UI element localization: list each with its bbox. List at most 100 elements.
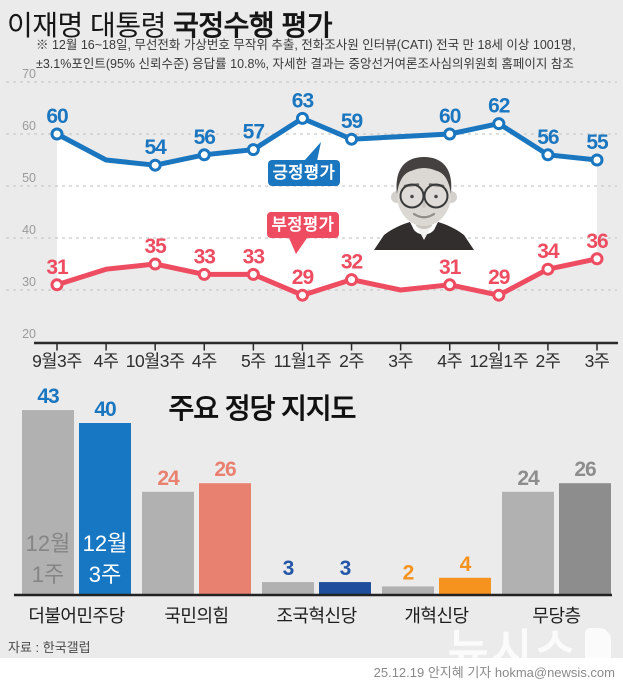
newsis-watermark-logo-shape <box>585 627 612 665</box>
bar <box>382 586 434 595</box>
legend-positive-callout: 긍정평가 <box>268 160 340 186</box>
survey-note: ※ 12월 16~18일, 무선전화 가상번호 무작위 추출, 전화조사원 인터… <box>36 36 576 73</box>
data-point-marker <box>148 158 162 172</box>
data-point-label: 35 <box>145 235 168 258</box>
data-point-marker <box>345 132 359 146</box>
bar-value-label: 3 <box>283 557 294 580</box>
x-axis-tick-label: 11월1주 <box>274 351 332 371</box>
data-point-marker <box>197 148 211 162</box>
y-axis-tick-label: 20 <box>22 327 36 341</box>
data-point-label: 32 <box>341 251 363 274</box>
data-point-marker <box>590 153 604 167</box>
bar-value-label: 24 <box>517 467 540 490</box>
bar-chart-title: 주요 정당 지지도 <box>169 393 356 424</box>
bar-value-label: 43 <box>37 385 59 408</box>
trend-line <box>54 115 600 168</box>
newsis-watermark-text: 뉴시스 <box>448 626 579 675</box>
bar-category-label: 조국혁신당 <box>276 606 356 626</box>
bar-period-label: 3주 <box>89 562 121 587</box>
bar-value-label: 3 <box>340 557 351 580</box>
data-point-marker <box>590 252 604 266</box>
data-point-label: 54 <box>145 136 168 159</box>
data-point-marker <box>246 143 260 157</box>
data-point-label: 34 <box>537 240 560 263</box>
portrait-glasses-bridge <box>422 192 426 195</box>
bar-category-label: 무당층 <box>532 606 580 626</box>
bottom-strip <box>0 658 623 682</box>
y-axis-tick-label: 70 <box>22 67 36 81</box>
y-axis-tick-label: 50 <box>22 171 36 185</box>
data-point-label: 36 <box>586 230 608 253</box>
line-chart-base-layer: 20 30 40 50 60 70 9월3주 4주 10월3주 4주 5주 11월1주 2주 3주 4주 12… <box>6 67 618 371</box>
bar <box>142 491 194 595</box>
bar <box>439 577 491 595</box>
x-axis-tick-label: 4주 <box>437 351 462 371</box>
y-axis-tick-label: 60 <box>22 119 36 133</box>
data-point-marker <box>345 273 359 287</box>
legend-negative-callout: 부정평가 <box>267 212 339 238</box>
data-point-label: 31 <box>439 256 462 279</box>
data-point-marker <box>492 117 506 131</box>
bar-category-label: 개혁신당 <box>404 606 468 626</box>
portrait-eye <box>410 194 414 199</box>
x-axis-tick-label: 3주 <box>585 351 610 371</box>
bar-value-label: 24 <box>157 467 180 490</box>
data-point-label: 60 <box>439 105 461 128</box>
x-axis-tick-label: 3주 <box>388 351 413 371</box>
trend-line <box>54 256 600 298</box>
data-point-label: 33 <box>194 245 216 268</box>
bar-value-label: 26 <box>214 458 236 481</box>
portrait-nose <box>422 200 426 208</box>
x-axis-tick-label: 2주 <box>339 351 364 371</box>
page-title-bold: 국정수행 평가 <box>173 10 332 41</box>
bar-period-label: 12월 <box>26 531 71 556</box>
data-point-label: 56 <box>194 126 216 149</box>
bar <box>262 582 314 595</box>
bar-period-label: 1주 <box>32 562 64 587</box>
portrait-eye <box>434 194 438 199</box>
data-point-marker <box>50 278 64 292</box>
positive-callout-tail <box>304 142 321 161</box>
bar <box>199 483 251 595</box>
data-point-label: 29 <box>488 266 510 289</box>
data-point-marker <box>295 288 309 302</box>
portrait-smile <box>412 212 436 219</box>
bar-value-label: 40 <box>94 398 116 421</box>
portrait-hair <box>396 157 452 194</box>
x-axis-tick-label: 10월3주 <box>126 351 185 371</box>
page-title-regular: 이재명 대통령 <box>7 10 174 41</box>
page-title: 이재명 대통령 국정수행 평가 <box>7 4 332 44</box>
x-axis-tick-label: 12월1주 <box>469 351 528 371</box>
bar-category-label: 더불어민주당 <box>28 606 124 626</box>
bar <box>22 410 74 595</box>
bar <box>559 483 611 595</box>
data-point-label: 57 <box>243 121 265 144</box>
data-point-label: 55 <box>586 131 609 154</box>
data-point-marker <box>443 127 457 141</box>
data-point-label: 60 <box>46 105 68 128</box>
bar-value-label: 26 <box>574 458 596 481</box>
president-portrait <box>374 157 474 250</box>
data-point-marker <box>541 148 555 162</box>
credit-line: 25.12.19 안지혜 기자 hokma@newsis.com <box>373 665 615 680</box>
data-point-label: 62 <box>488 95 510 118</box>
y-axis-tick-label: 40 <box>22 223 36 237</box>
data-point-label: 59 <box>341 110 363 133</box>
survey-note-line1: ※ 12월 16~18일, 무선전화 가상번호 무작위 추출, 전화조사원 인터… <box>36 38 576 52</box>
data-point-marker <box>148 257 162 271</box>
source-label: 자료 : 한국갤럽 <box>8 640 91 655</box>
bar <box>319 582 371 595</box>
x-axis-tick-label: 9월3주 <box>32 351 82 371</box>
data-point-label: 29 <box>292 266 314 289</box>
bar <box>502 491 554 595</box>
data-point-label: 31 <box>46 256 69 279</box>
bar-chart-layer: 주요 정당 지지도 43 40 더불어민주당 24 26 국민의힘 3 3 조국혁신당 2 4 개혁신당… <box>14 385 612 626</box>
x-axis-tick-label: 5주 <box>241 351 266 371</box>
bar-category-label: 국민의힘 <box>164 606 228 626</box>
bar-value-label: 4 <box>460 553 472 576</box>
data-point-marker <box>246 267 260 281</box>
x-axis-tick-label: 4주 <box>192 351 217 371</box>
survey-note-line2: ±3.1%포인트(95% 신뢰수준) 응답률 10.8%, 자세한 결과는 중앙… <box>36 56 574 71</box>
data-point-marker <box>295 111 309 125</box>
x-axis-tick-label: 2주 <box>535 351 560 371</box>
